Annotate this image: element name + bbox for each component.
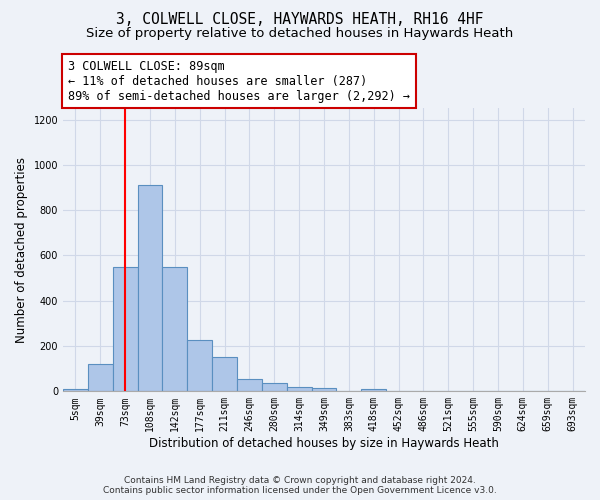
- Bar: [212, 358, 237, 392]
- Bar: [137, 185, 163, 392]
- Bar: [361, 389, 386, 392]
- Bar: [163, 267, 187, 392]
- Text: 3, COLWELL CLOSE, HAYWARDS HEATH, RH16 4HF: 3, COLWELL CLOSE, HAYWARDS HEATH, RH16 4…: [116, 12, 484, 28]
- Bar: [113, 267, 137, 392]
- Bar: [287, 387, 311, 392]
- X-axis label: Distribution of detached houses by size in Haywards Heath: Distribution of detached houses by size …: [149, 437, 499, 450]
- Bar: [262, 384, 287, 392]
- Y-axis label: Number of detached properties: Number of detached properties: [15, 157, 28, 343]
- Text: Size of property relative to detached houses in Haywards Heath: Size of property relative to detached ho…: [86, 28, 514, 40]
- Bar: [63, 389, 88, 392]
- Bar: [187, 340, 212, 392]
- Bar: [237, 379, 262, 392]
- Text: 3 COLWELL CLOSE: 89sqm
← 11% of detached houses are smaller (287)
89% of semi-de: 3 COLWELL CLOSE: 89sqm ← 11% of detached…: [68, 60, 410, 102]
- Text: Contains HM Land Registry data © Crown copyright and database right 2024.
Contai: Contains HM Land Registry data © Crown c…: [103, 476, 497, 495]
- Bar: [88, 364, 113, 392]
- Bar: [311, 388, 337, 392]
